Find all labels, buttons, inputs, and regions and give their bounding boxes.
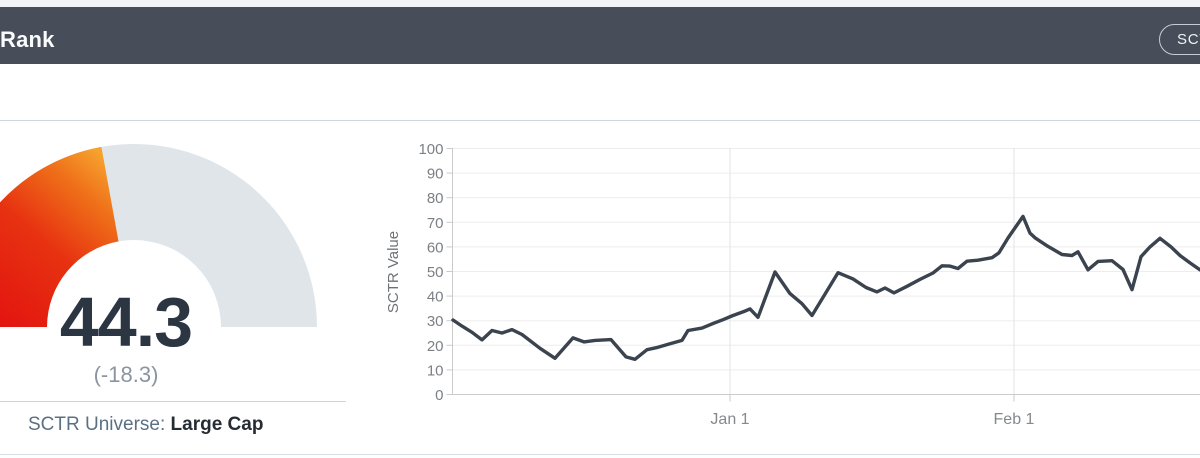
y-tick-label: 20 [427,338,444,355]
header-content-divider [0,120,1200,121]
y-tick-label: 80 [427,190,444,207]
header-title: Rank [0,27,55,52]
header-bar: Rank SCTR [0,7,1200,64]
y-tick-label: 90 [427,166,444,183]
y-tick-label: 40 [427,289,444,306]
x-tick-label: Feb 1 [994,411,1035,428]
sctr-universe-label: SCTR Universe: [28,414,166,435]
sctr-universe-value: Large Cap [170,414,264,435]
sctr-gauge [0,144,317,327]
bottom-divider [0,454,1200,455]
gauge-value: 44.3 [59,283,193,361]
y-tick-label: 70 [427,215,444,232]
y-tick-label: 0 [435,387,443,404]
x-tick-label: Jan 1 [710,411,749,428]
sctr-button-label: SCTR [1177,31,1200,48]
y-tick-label: 60 [427,239,444,256]
y-axis-title: SCTR Value [385,231,402,313]
y-tick-label: 50 [427,264,444,281]
sctr-value-line [451,214,1200,361]
sctr-button[interactable]: SCTR [1159,24,1200,55]
page-top-strip [0,0,1200,7]
gauge-change: (-18.3) [93,362,159,387]
gauge-value-arc [0,146,119,327]
y-tick-label: 10 [427,362,444,379]
y-tick-label: 100 [418,141,443,158]
y-tick-label: 30 [427,313,444,330]
gauge-divider [0,401,346,402]
sctr-universe-row: SCTR Universe: Large Cap [28,414,263,436]
